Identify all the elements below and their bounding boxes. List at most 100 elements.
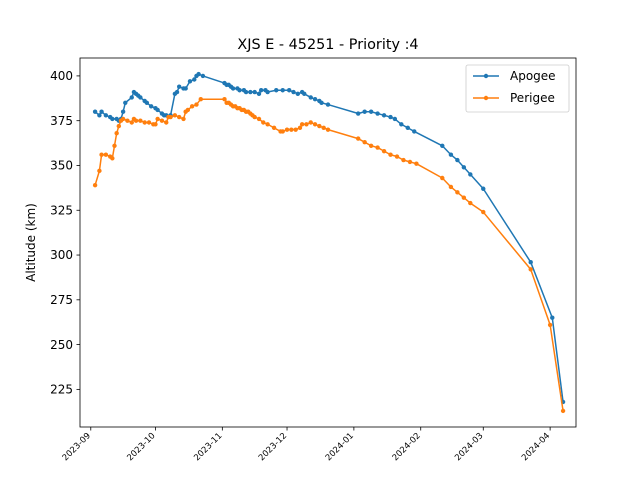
data-point-perigee [125, 118, 130, 123]
y-tick-label: 225 [50, 383, 73, 397]
data-point-perigee [222, 97, 227, 102]
data-point-apogee [405, 125, 410, 131]
data-point-apogee [468, 172, 473, 177]
data-point-apogee [237, 88, 242, 93]
data-point-perigee [116, 123, 122, 129]
data-point-perigee [325, 127, 331, 132]
data-point-perigee [528, 267, 533, 272]
data-point-perigee [181, 116, 186, 122]
data-point-perigee [321, 125, 326, 131]
data-point-perigee [133, 118, 139, 123]
data-point-perigee [189, 104, 195, 109]
data-point-perigee [448, 184, 454, 190]
data-point-perigee [194, 102, 199, 107]
legend-label-perigee: Perigee [510, 91, 555, 105]
data-point-apogee [177, 84, 182, 89]
data-point-perigee [407, 159, 413, 165]
data-point-perigee [265, 122, 270, 127]
y-tick-label: 250 [50, 338, 73, 352]
data-point-perigee [299, 122, 305, 127]
data-point-perigee [388, 152, 393, 157]
data-point-apogee [319, 100, 324, 105]
data-point-perigee [146, 120, 152, 125]
x-tick-label: 2024-02 [391, 431, 423, 463]
data-point-perigee [177, 114, 182, 120]
data-point-apogee [187, 79, 193, 84]
y-tick-label: 300 [50, 248, 73, 262]
data-point-perigee [261, 120, 266, 125]
data-point-perigee [99, 152, 104, 157]
data-point-apogee [291, 89, 296, 95]
x-tick-label: 2023-09 [61, 431, 93, 463]
data-point-perigee [401, 157, 406, 163]
y-axis: 225 250 275 300 325 350 375 400 [50, 69, 80, 397]
data-point-perigee [293, 127, 298, 132]
data-point-perigee [185, 107, 191, 113]
y-tick-label: 375 [50, 114, 73, 128]
data-point-perigee [198, 97, 203, 102]
data-point-perigee [103, 152, 109, 157]
data-point-apogee [528, 260, 533, 265]
data-point-perigee [138, 118, 143, 123]
data-point-perigee [317, 123, 322, 129]
data-point-perigee [155, 116, 160, 122]
legend-marker-perigee [483, 95, 489, 101]
data-point-apogee [308, 95, 313, 100]
x-tick-label: 2024-01 [324, 431, 356, 463]
data-point-perigee [375, 145, 380, 150]
data-point-perigee [468, 200, 473, 206]
data-point-perigee [414, 161, 419, 166]
data-point-apogee [295, 91, 301, 97]
data-point-perigee [168, 114, 173, 120]
data-point-perigee [289, 127, 294, 132]
data-point-apogee [355, 111, 361, 116]
y-tick-label: 325 [50, 203, 73, 217]
data-point-perigee [252, 114, 257, 120]
series-layer [92, 71, 566, 414]
data-point-apogee [362, 109, 367, 114]
data-point-apogee [123, 100, 128, 105]
data-point-perigee [271, 125, 277, 131]
plot-frame [79, 57, 577, 428]
data-point-perigee [164, 120, 169, 125]
data-point-apogee [481, 186, 486, 191]
x-tick-label: 2023-12 [257, 431, 289, 463]
data-point-apogee [243, 89, 249, 95]
data-point-apogee [248, 89, 253, 95]
data-point-apogee [183, 86, 188, 91]
x-tick-label: 2024-04 [520, 431, 552, 463]
data-point-perigee [142, 120, 147, 125]
data-point-apogee [302, 91, 307, 97]
y-tick-label: 275 [50, 293, 73, 307]
data-point-apogee [174, 89, 180, 95]
plot-area [80, 58, 576, 427]
data-point-apogee [103, 113, 109, 118]
data-point-apogee [440, 143, 445, 148]
data-point-perigee [120, 116, 126, 122]
data-point-perigee [153, 122, 158, 127]
data-point-apogee [412, 129, 417, 134]
data-point-apogee [461, 165, 467, 170]
data-point-apogee [148, 104, 154, 109]
data-point-apogee [110, 116, 115, 122]
data-point-apogee [120, 109, 126, 114]
legend-label-apogee: Apogee [510, 69, 556, 83]
data-point-perigee [368, 143, 374, 148]
data-point-perigee [112, 143, 117, 148]
data-point-perigee [440, 175, 445, 181]
data-point-perigee [312, 122, 318, 127]
chart-title: XJS E - 45251 - Priority :4 [237, 37, 418, 53]
data-point-apogee [312, 97, 318, 102]
data-point-apogee [550, 315, 555, 320]
data-point-apogee [155, 107, 160, 113]
data-point-perigee [256, 116, 262, 122]
x-tick-label: 2024-03 [453, 431, 485, 463]
data-point-apogee [192, 77, 197, 82]
data-point-perigee [304, 122, 309, 127]
data-point-perigee [159, 118, 165, 123]
data-point-apogee [399, 122, 404, 127]
data-point-perigee [92, 182, 98, 188]
y-axis-label: Altitude (km) [24, 203, 38, 282]
y-tick-label: 400 [50, 69, 73, 83]
data-point-apogee [325, 102, 331, 107]
